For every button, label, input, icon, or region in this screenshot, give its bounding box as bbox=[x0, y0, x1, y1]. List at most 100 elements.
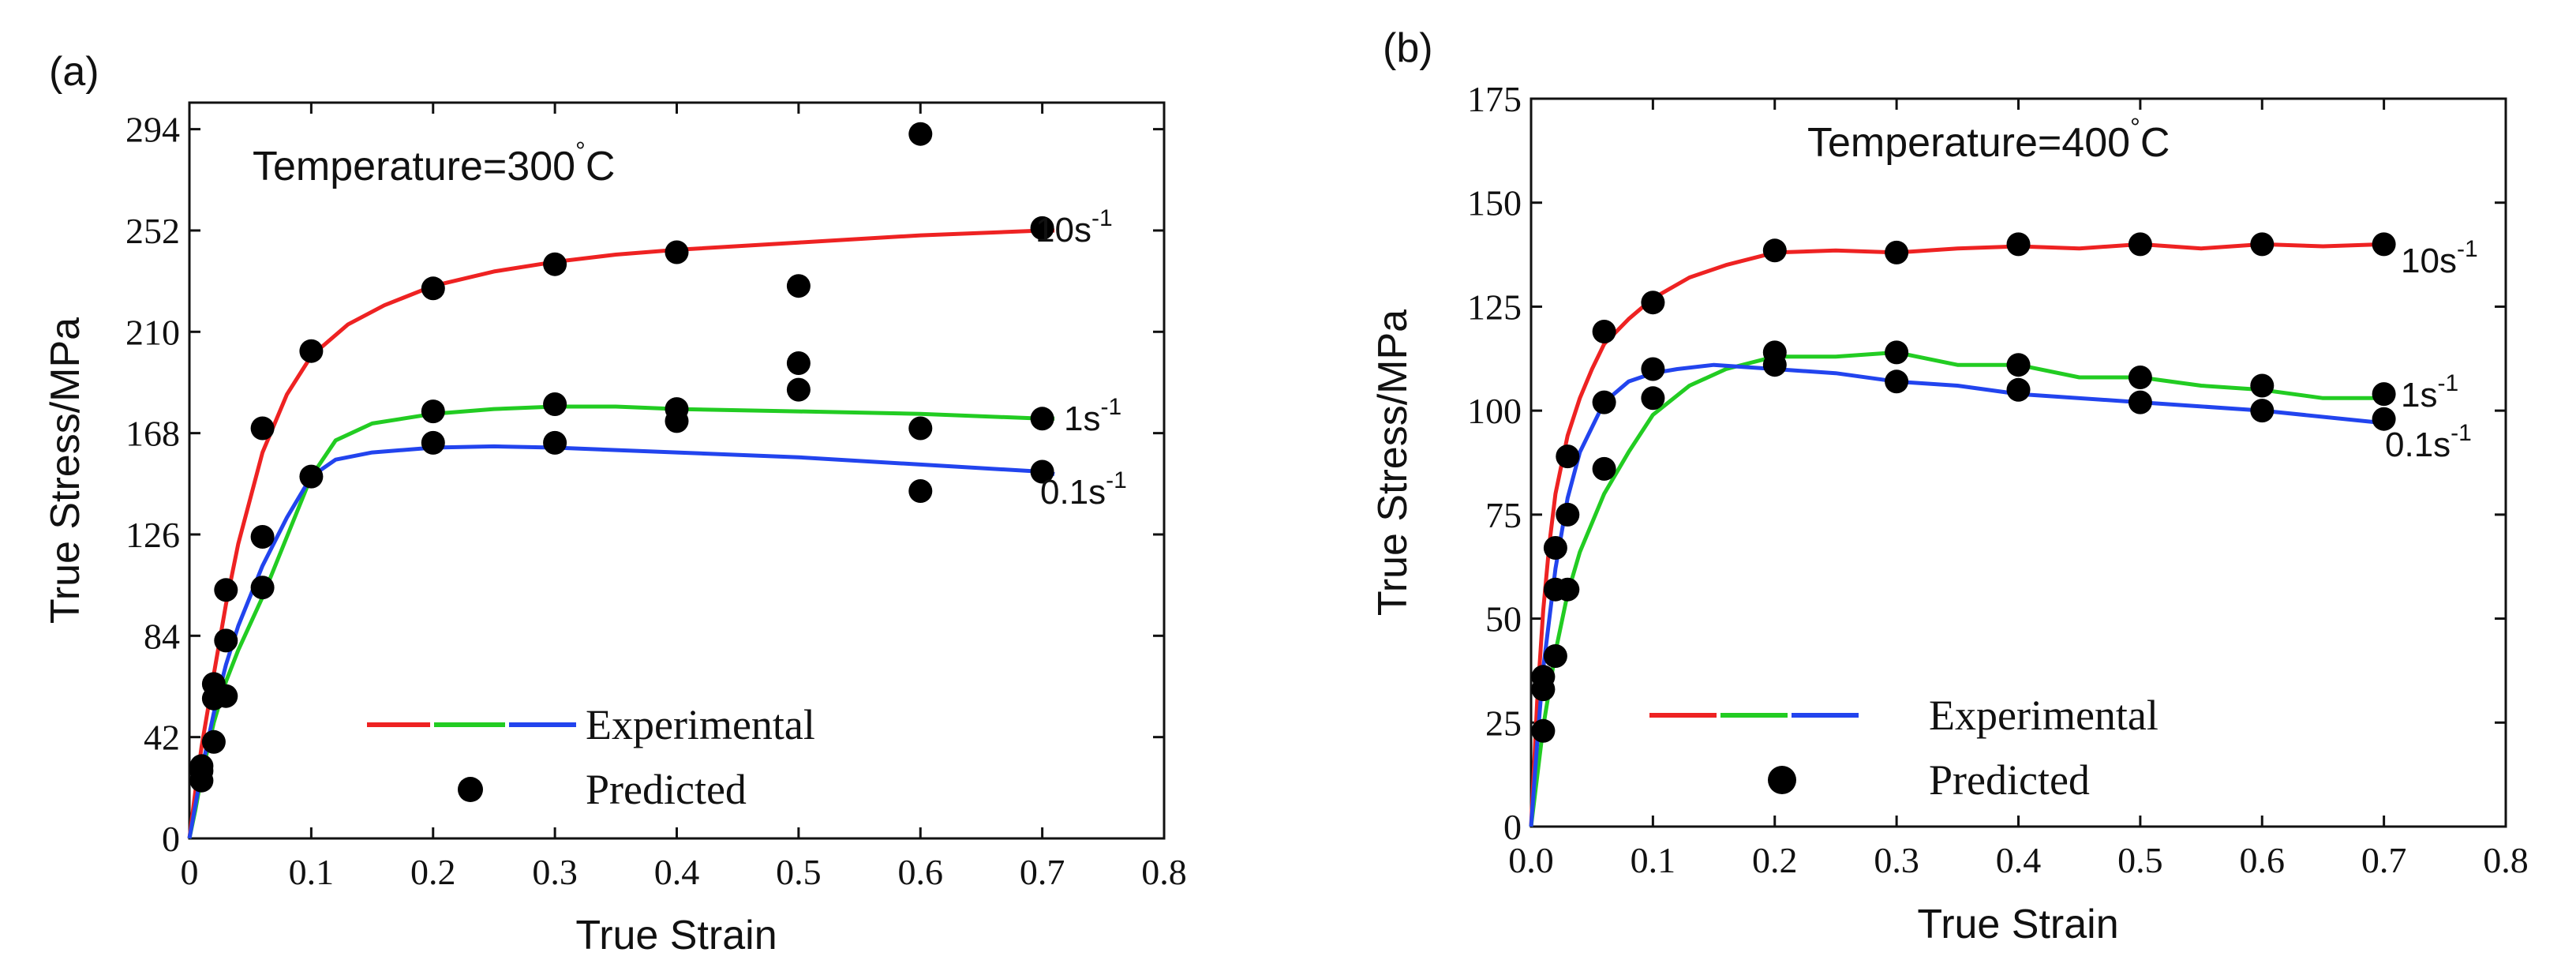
panel-b-predicted-point bbox=[1556, 502, 1580, 527]
panel-b-predicted-point bbox=[2128, 366, 2152, 389]
panel-b-lines bbox=[1529, 242, 2384, 827]
panel-b-predicted-point bbox=[1592, 390, 1616, 414]
panel-a-predicted-point bbox=[299, 339, 324, 363]
panel-b-y-tick-label: 150 bbox=[1467, 183, 1522, 223]
panel-a-y-tick-label: 42 bbox=[144, 718, 180, 758]
panel-b-legend-predicted: Predicted bbox=[1929, 756, 2090, 804]
panel-a-predicted-point bbox=[543, 392, 567, 416]
panel-b-y-tick-label: 125 bbox=[1467, 287, 1522, 327]
panel-a-predicted-point bbox=[250, 416, 275, 441]
panel-a-predicted-point bbox=[665, 409, 689, 433]
panel-a-series-line-1 bbox=[187, 404, 1055, 839]
panel-a-rate-label-10s: 10s-1 bbox=[1035, 205, 1113, 249]
panel-a-points bbox=[189, 122, 1054, 793]
panel-a-y-axis-label: True Stress/MPa bbox=[43, 317, 88, 624]
panel-b-predicted-point bbox=[1592, 456, 1616, 481]
panel-a-predicted-point bbox=[189, 768, 214, 793]
panel-b-legend: Experimental Predicted bbox=[1649, 692, 2159, 804]
panel-a-predicted-point bbox=[299, 464, 324, 489]
panel-b-predicted-point bbox=[2250, 232, 2275, 257]
panel-a-legend-experimental: Experimental bbox=[586, 701, 815, 748]
panel-a-ticks: 0 0.1 0.2 0.3 0.4 0.5 0.6 0.7 0.8 0 42 84 126 168 210 2… bbox=[125, 103, 1187, 892]
panel-a-y-tick-label: 0 bbox=[162, 819, 180, 859]
panel-a-lines bbox=[187, 228, 1055, 839]
panel-a-x-axis-label: True Strain bbox=[575, 913, 777, 958]
panel-b-ticks: 0.0 0.1 0.2 0.3 0.4 0.5 0.6 0.7 0.8 0 25 50 75 100 125… bbox=[1467, 79, 2529, 880]
panel-b-temperature-annotation: Temperature=400°C bbox=[1807, 113, 2170, 166]
panel-a-predicted-point bbox=[201, 729, 226, 754]
panel-b-predicted-point bbox=[1531, 718, 1556, 743]
panel-b-y-tick-label: 175 bbox=[1467, 79, 1522, 119]
panel-b-x-tick-label: 0.2 bbox=[1752, 840, 1798, 880]
panel-a-x-tick-label: 0 bbox=[181, 852, 199, 892]
panel-a-predicted-point bbox=[214, 628, 238, 653]
panel-a-x-tick-label: 0.5 bbox=[776, 852, 822, 892]
panel-a: (a) 0 0.1 0.2 0.3 0.4 0.5 0.6 0.7 0.8 0 42 84 126 168… bbox=[43, 49, 1187, 958]
panel-b-rate-label-1s: 1s-1 bbox=[2401, 370, 2458, 414]
panel-a-predicted-point bbox=[665, 240, 689, 264]
panel-a-predicted-point bbox=[1030, 216, 1054, 240]
panel-b-y-axis-label: True Stress/MPa bbox=[1370, 309, 1416, 616]
panel-a-x-tick-label: 0.2 bbox=[410, 852, 456, 892]
panel-a-predicted-point bbox=[250, 525, 275, 549]
panel-a-series-line-0 bbox=[187, 228, 1055, 839]
panel-b-predicted-point bbox=[1641, 357, 1665, 381]
panel-b-predicted-point bbox=[1762, 238, 1787, 263]
panel-a-y-tick-label: 294 bbox=[125, 110, 180, 150]
panel-b-predicted-point bbox=[1641, 386, 1665, 411]
panel-a-predicted-point bbox=[421, 430, 445, 455]
panel-a-predicted-point bbox=[908, 416, 933, 441]
panel-a-predicted-point bbox=[908, 479, 933, 503]
panel-a-y-tick-label: 84 bbox=[144, 616, 180, 656]
panel-b-x-tick-label: 0.1 bbox=[1631, 840, 1676, 880]
panel-a-predicted-point bbox=[786, 351, 811, 375]
panel-b-predicted-point bbox=[1641, 291, 1665, 315]
panel-a-y-tick-label: 210 bbox=[125, 312, 180, 352]
panel-b-predicted-point bbox=[2128, 390, 2152, 414]
panel-b-predicted-point bbox=[2250, 399, 2275, 423]
panel-b-x-tick-label: 0.3 bbox=[1874, 840, 1919, 880]
panel-b-y-tick-label: 100 bbox=[1467, 391, 1522, 431]
panel-b-series-line-1 bbox=[1529, 350, 2384, 827]
panel-b-rate-label-01s: 0.1s-1 bbox=[2385, 420, 2472, 464]
panel-b-predicted-point bbox=[1762, 353, 1787, 377]
panel-b-predicted-point bbox=[2250, 373, 2275, 398]
panel-b-predicted-point bbox=[1592, 320, 1616, 343]
panel-a-predicted-point bbox=[543, 430, 567, 455]
panel-a-legend-marker bbox=[458, 777, 483, 802]
panel-a-x-tick-label: 0.6 bbox=[898, 852, 944, 892]
panel-b-x-axis-label: True Strain bbox=[1917, 902, 2118, 947]
panel-b-label: (b) bbox=[1383, 25, 1433, 71]
panel-a-predicted-point bbox=[214, 578, 238, 602]
panel-b-predicted-point bbox=[2372, 232, 2396, 257]
panel-a-predicted-point bbox=[1030, 459, 1054, 484]
panel-b-points bbox=[1531, 232, 2396, 743]
panel-a-label: (a) bbox=[49, 49, 99, 95]
panel-a-y-tick-label: 252 bbox=[125, 211, 180, 251]
panel-a-predicted-point bbox=[421, 276, 445, 301]
panel-a-x-tick-label: 0.1 bbox=[289, 852, 335, 892]
panel-a-legend: Experimental Predicted bbox=[367, 701, 815, 813]
panel-a-rate-label-1s: 1s-1 bbox=[1064, 394, 1121, 438]
panel-a-x-tick-label: 0.4 bbox=[654, 852, 700, 892]
panel-b-y-tick-label: 25 bbox=[1485, 703, 1522, 743]
panel-a-series-line-2 bbox=[187, 444, 1055, 839]
panel-b-x-tick-label: 0.4 bbox=[1996, 840, 2042, 880]
panel-b-predicted-point bbox=[1885, 369, 1909, 394]
panel-b-predicted-point bbox=[1885, 240, 1909, 264]
panel-b-x-tick-label: 0.8 bbox=[2483, 840, 2529, 880]
panel-b-x-tick-label: 0.7 bbox=[2361, 840, 2407, 880]
panel-a-x-tick-label: 0.8 bbox=[1141, 852, 1187, 892]
panel-a-predicted-point bbox=[214, 684, 238, 708]
panel-b-rate-label-10s: 10s-1 bbox=[2401, 236, 2478, 280]
panel-a-rate-label-01s: 0.1s-1 bbox=[1040, 467, 1127, 512]
panel-b-y-tick-label: 0 bbox=[1503, 807, 1522, 847]
panel-b-x-tick-label: 0.6 bbox=[2240, 840, 2286, 880]
panel-b-predicted-point bbox=[2006, 232, 2031, 257]
panel-b: (b) 0.0 0.1 0.2 0.3 0.4 0.5 0.6 0.7 0.8 0 25 50 75 10… bbox=[1370, 25, 2529, 947]
panel-a-predicted-point bbox=[250, 576, 275, 600]
panel-b-predicted-point bbox=[1543, 644, 1567, 668]
panel-b-predicted-point bbox=[2006, 353, 2031, 377]
panel-b-y-tick-label: 75 bbox=[1485, 495, 1522, 535]
panel-b-predicted-point bbox=[2128, 232, 2152, 257]
